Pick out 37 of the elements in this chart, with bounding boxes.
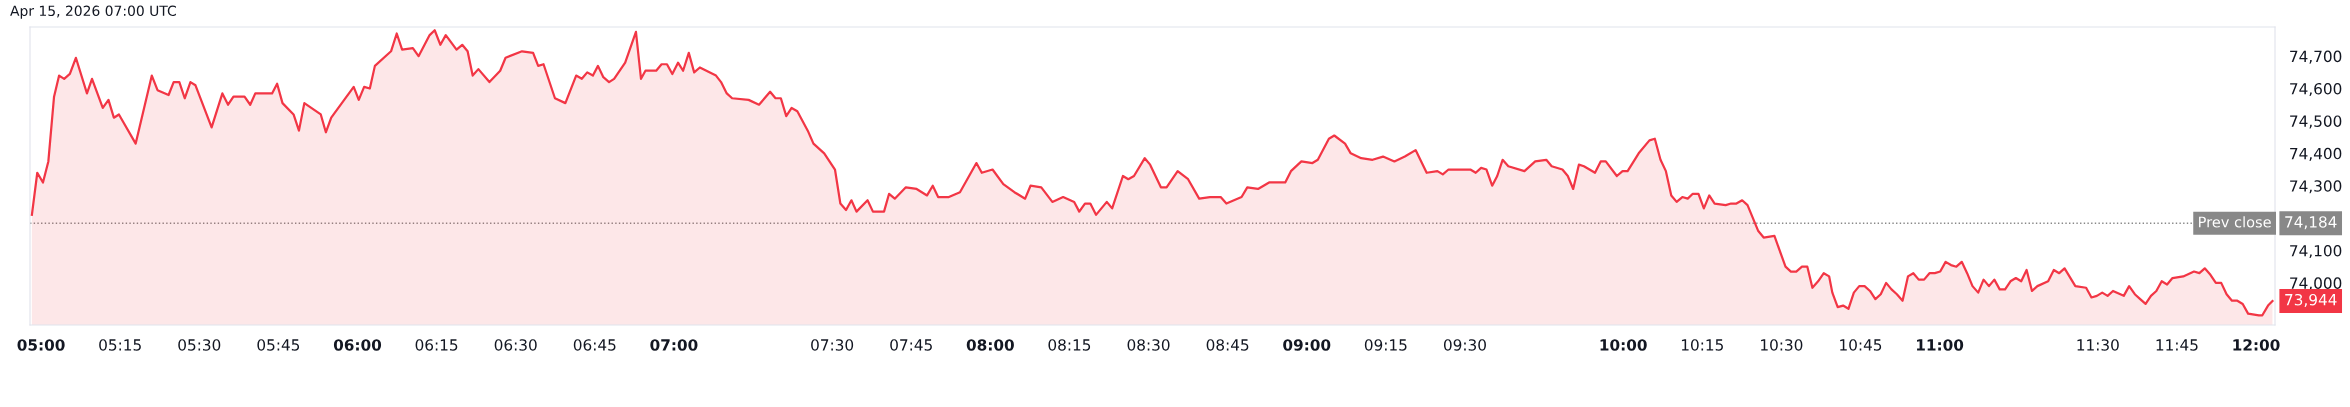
text: 73,944 <box>2285 293 2337 308</box>
x-tick-label: 06:00 <box>333 339 382 351</box>
y-tick-label: 74,100 <box>2290 244 2342 259</box>
x-tick-label: 09:30 <box>1443 339 1486 351</box>
x-tick-label: 10:00 <box>1600 339 1647 351</box>
x-tick-label: 08:30 <box>1127 339 1170 351</box>
x-tick-label: 07:30 <box>811 339 854 351</box>
y-tick-label: 74,500 <box>2290 115 2342 129</box>
ref-line-label: Prev close <box>2199 216 2271 228</box>
x-tick-label: 05:00 <box>17 339 65 351</box>
x-tick-label: 08:15 <box>1048 339 1091 351</box>
x-tick-label: 06:45 <box>573 339 616 351</box>
y-tick-label: 74,700 <box>2290 50 2342 64</box>
x-tick-label: 12:00 <box>2233 339 2280 351</box>
text: 74,184 <box>2285 216 2337 230</box>
x-tick-label: 11:00 <box>1917 339 1964 351</box>
x-tick-label: 05:45 <box>257 339 300 351</box>
x-tick-label: 11:30 <box>2077 339 2119 351</box>
x-tick-label: 05:30 <box>178 339 221 351</box>
x-tick-label: 10:30 <box>1761 339 1803 351</box>
x-tick-label: 07:45 <box>890 339 932 351</box>
x-tick-label: 05:15 <box>99 339 141 351</box>
x-tick-label: 10:45 <box>1840 339 1882 351</box>
y-tick-label: 74,600 <box>2290 83 2342 97</box>
x-tick-label: 08:45 <box>1206 339 1249 351</box>
x-tick-label: 11:45 <box>2156 339 2198 351</box>
x-tick-label: 10:15 <box>1681 339 1723 351</box>
x-tick-label: 06:30 <box>494 339 537 351</box>
y-tick-label: 74,400 <box>2290 147 2342 161</box>
x-tick-label: 06:15 <box>415 339 458 351</box>
x-tick-label: 08:00 <box>966 339 1014 351</box>
y-tick-label: 74,300 <box>2290 180 2342 194</box>
y-tick-label: 74,000 <box>2290 277 2342 291</box>
x-tick-label: 09:00 <box>1283 339 1331 351</box>
chart-title: Apr 15, 2026 07:00 UTC <box>10 5 176 19</box>
x-tick-label: 09:15 <box>1364 339 1407 351</box>
x-tick-label: 07:00 <box>650 339 698 351</box>
